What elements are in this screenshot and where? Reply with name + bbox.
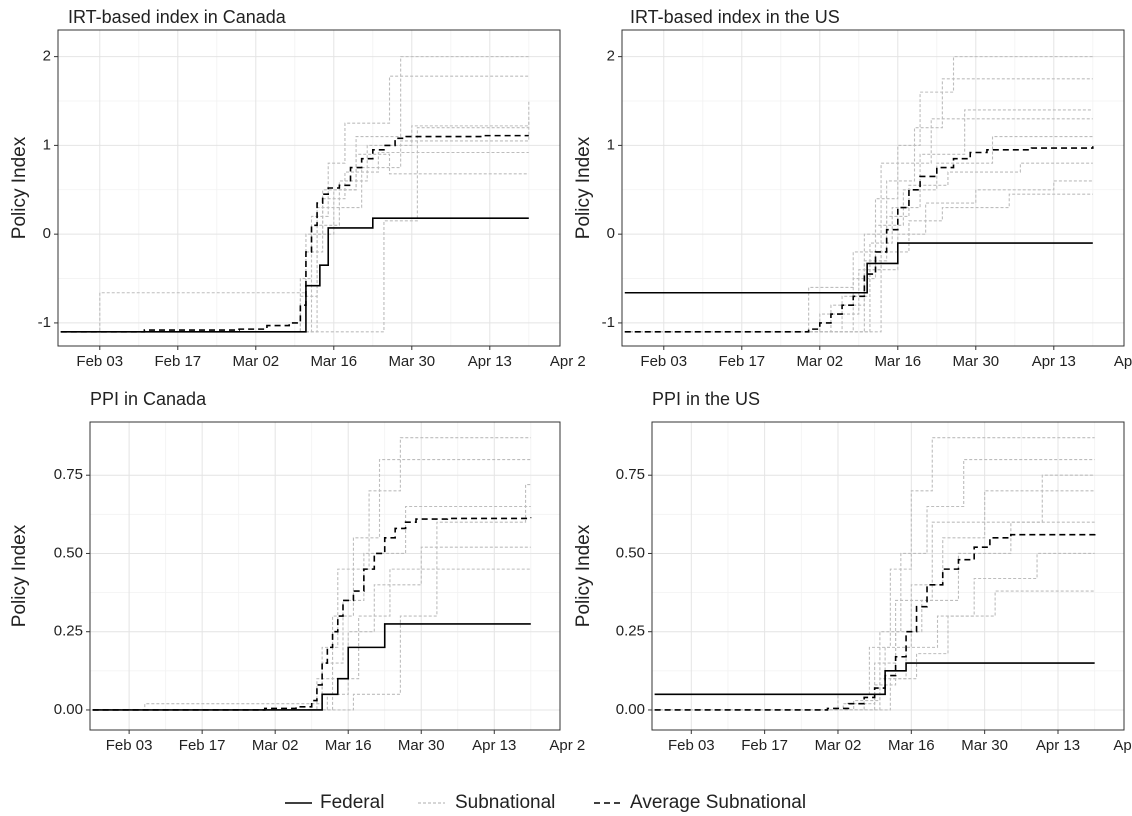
average-line bbox=[654, 531, 1096, 711]
x-tick-label: Mar 02 bbox=[252, 737, 299, 754]
y-tick-label: 0.75 bbox=[616, 466, 645, 483]
x-tick-label: Apr 13 bbox=[1032, 353, 1076, 370]
y-axis-label: Policy Index bbox=[9, 524, 30, 627]
subnational-line bbox=[60, 153, 529, 333]
x-tick-label: Apr 13 bbox=[1036, 737, 1080, 754]
legend-label: Subnational bbox=[455, 792, 555, 813]
y-tick-label: 0.50 bbox=[54, 544, 83, 561]
x-tick-label: Feb 03 bbox=[668, 737, 715, 754]
x-tick-label: Mar 30 bbox=[952, 353, 999, 370]
y-axis-label: Policy Index bbox=[573, 136, 594, 239]
x-tick-label: Apr 2 bbox=[550, 353, 586, 370]
x-tick-label: Mar 02 bbox=[815, 737, 862, 754]
subnational-line bbox=[60, 101, 530, 333]
subnational-line bbox=[624, 180, 1093, 333]
y-tick-label: 0.50 bbox=[616, 544, 645, 561]
x-tick-label: Feb 03 bbox=[106, 737, 153, 754]
x-tick-label: Mar 30 bbox=[961, 737, 1008, 754]
x-tick-label: Apr 2 bbox=[1114, 353, 1132, 370]
panel: -1 0 1 2 Feb 03 Feb 17 Mar 02 Mar 16 Mar 30 Apr 1… bbox=[573, 7, 1132, 370]
panel: 0.00 0.25 0.50 0.75 Feb 03 Feb 17 Mar 02 Mar 16… bbox=[573, 389, 1132, 754]
subnational-line bbox=[624, 109, 1093, 333]
x-tick-label: Feb 03 bbox=[76, 353, 123, 370]
panel: 0.00 0.25 0.50 0.75 Feb 03 Feb 17 Mar 02 Mar 16… bbox=[9, 389, 585, 754]
legend-label: Federal bbox=[320, 792, 384, 813]
x-tick-label: Apr 13 bbox=[472, 737, 516, 754]
x-tick-label: Mar 30 bbox=[388, 353, 435, 370]
x-tick-label: Mar 16 bbox=[874, 353, 921, 370]
y-tick-label: 0.25 bbox=[616, 623, 645, 640]
subnational-line bbox=[92, 546, 531, 711]
y-tick-label: -1 bbox=[38, 314, 51, 331]
x-tick-label: Mar 02 bbox=[232, 353, 279, 370]
average-line bbox=[92, 517, 532, 711]
plot-border bbox=[651, 421, 1125, 731]
y-tick-label: 2 bbox=[43, 48, 51, 65]
series bbox=[654, 437, 1096, 711]
x-tick-label: Mar 02 bbox=[796, 353, 843, 370]
plot-border bbox=[621, 29, 1125, 347]
y-axis-label: Policy Index bbox=[9, 136, 30, 239]
subnational-line bbox=[60, 75, 529, 333]
federal-line bbox=[92, 623, 531, 711]
x-tick-label: Mar 16 bbox=[310, 353, 357, 370]
y-tick-label: 1 bbox=[607, 136, 615, 153]
y-tick-label: 0 bbox=[607, 225, 615, 242]
x-tick-label: Mar 30 bbox=[398, 737, 445, 754]
average-line bbox=[624, 146, 1094, 333]
federal-line bbox=[624, 242, 1093, 294]
x-tick-label: Mar 16 bbox=[325, 737, 372, 754]
subnational-line bbox=[624, 78, 1093, 333]
subnational-line bbox=[60, 151, 529, 333]
y-tick-label: 0.00 bbox=[54, 701, 83, 718]
subnational-line bbox=[654, 552, 1095, 711]
series bbox=[92, 437, 532, 711]
legend-label: Average Subnational bbox=[630, 792, 806, 813]
y-axis-label: Policy Index bbox=[573, 524, 594, 627]
subnational-line bbox=[654, 437, 1095, 711]
y-tick-label: 2 bbox=[607, 48, 615, 65]
x-tick-label: Apr 2 bbox=[549, 737, 585, 754]
y-tick-label: 0.25 bbox=[54, 623, 83, 640]
series bbox=[624, 56, 1094, 333]
x-tick-label: Mar 16 bbox=[888, 737, 935, 754]
subnational-line bbox=[624, 118, 1093, 333]
average-line bbox=[60, 134, 529, 333]
panel-title: PPI in the US bbox=[652, 389, 760, 409]
y-tick-label: 0 bbox=[43, 225, 51, 242]
subnational-line bbox=[624, 193, 1093, 333]
y-tick-label: 1 bbox=[43, 136, 51, 153]
series bbox=[60, 56, 530, 333]
y-tick-label: -1 bbox=[602, 314, 615, 331]
x-tick-label: Apr 13 bbox=[468, 353, 512, 370]
panel-title: PPI in Canada bbox=[90, 389, 207, 409]
federal-line bbox=[60, 217, 529, 333]
panel: -1 0 1 2 Feb 03 Feb 17 Mar 02 Mar 16 Mar 30 Apr 1… bbox=[9, 7, 586, 370]
x-tick-label: Feb 17 bbox=[179, 737, 226, 754]
subnational-line bbox=[60, 118, 530, 333]
subnational-line bbox=[92, 437, 531, 711]
legend: Federal Subnational Average Subnational bbox=[285, 792, 806, 813]
plot-border bbox=[89, 421, 561, 731]
panel-title: IRT-based index in the US bbox=[630, 7, 840, 27]
y-tick-label: 0.75 bbox=[54, 466, 83, 483]
subnational-line bbox=[92, 568, 531, 711]
x-tick-label: Apr 2 bbox=[1113, 737, 1132, 754]
subnational-line bbox=[60, 127, 529, 333]
y-tick-label: 0.00 bbox=[616, 701, 645, 718]
x-tick-label: Feb 17 bbox=[718, 353, 765, 370]
subnational-line bbox=[654, 459, 1095, 711]
x-tick-label: Feb 17 bbox=[741, 737, 788, 754]
subnational-line bbox=[60, 56, 529, 333]
x-tick-label: Feb 03 bbox=[640, 353, 687, 370]
plot-border bbox=[57, 29, 561, 347]
panel-title: IRT-based index in Canada bbox=[68, 7, 287, 27]
subnational-line bbox=[654, 590, 1095, 711]
x-tick-label: Feb 17 bbox=[154, 353, 201, 370]
